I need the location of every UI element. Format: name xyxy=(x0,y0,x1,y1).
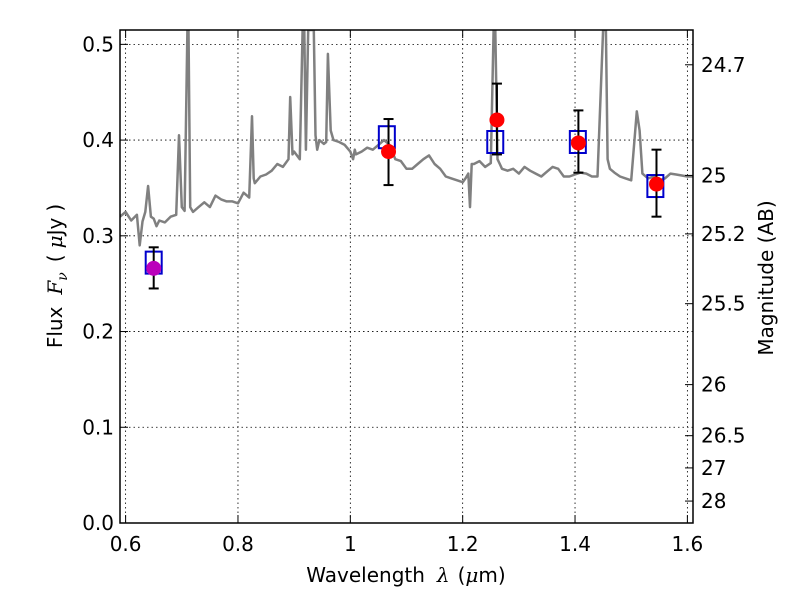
x-axis-title: Wavelength λ (μm) xyxy=(306,563,505,587)
magnitude-tick-label: 27 xyxy=(701,456,726,480)
x-tick-label: 1.4 xyxy=(559,532,591,556)
model-square xyxy=(486,130,505,155)
plot-background xyxy=(120,30,693,523)
y-tick-label: 0.1 xyxy=(82,415,114,439)
y-tick-label: 0.4 xyxy=(82,128,114,152)
observed-point xyxy=(381,144,397,160)
y-tick-label: 0.2 xyxy=(82,320,114,344)
points-layer xyxy=(144,82,665,290)
y-tick-label: 0.0 xyxy=(82,511,114,535)
x-tick-label: 1.2 xyxy=(447,532,479,556)
y-axis-title: FluxFν(μJy) xyxy=(43,204,71,348)
observed-point xyxy=(648,176,664,192)
magnitude-tick-label: 24.7 xyxy=(701,53,746,77)
x-tick-label: 1.6 xyxy=(671,532,703,556)
observed-point xyxy=(489,112,505,128)
plot-frame xyxy=(119,29,694,524)
magnitude-tick-label: 25.2 xyxy=(701,222,746,246)
x-tick-label: 0.8 xyxy=(222,532,254,556)
y-tick-label: 0.3 xyxy=(82,224,114,248)
x-tick-label: 1 xyxy=(344,532,357,556)
x-tick-label: 0.6 xyxy=(110,532,142,556)
observed-point xyxy=(570,135,586,151)
spectrum-layer xyxy=(120,30,693,247)
grid xyxy=(120,30,693,524)
magnitude-tick-label: 25.5 xyxy=(701,292,746,316)
magnitude-tick-label: 26 xyxy=(701,373,726,397)
magnitude-axis-title: Magnitude (AB) xyxy=(754,200,778,355)
magnitude-tick-label: 25 xyxy=(701,163,726,187)
ticks: 0.6 0.8 1 1.2 1.4 1.6 0.0 0.1 0.2 0.3 0.4 0.5 24.7 25… xyxy=(82,30,746,556)
observed-point xyxy=(146,260,162,276)
spectrum-line xyxy=(120,30,693,247)
magnitude-tick-label: 28 xyxy=(701,489,726,513)
magnitude-tick-label: 26.5 xyxy=(701,424,746,448)
y-tick-label: 0.5 xyxy=(82,32,114,56)
